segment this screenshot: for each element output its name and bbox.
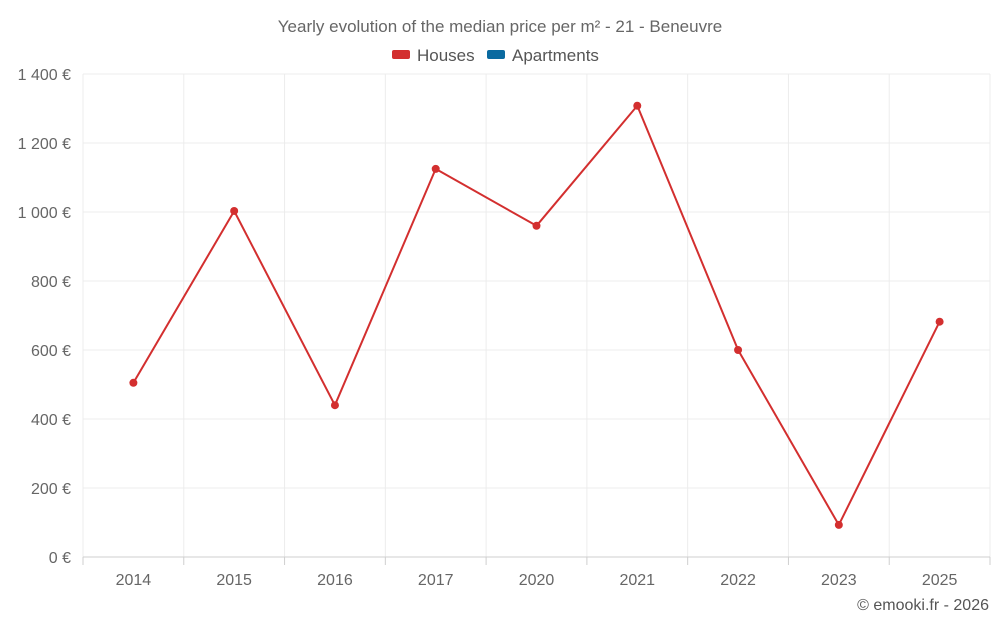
data-point-houses[interactable] bbox=[532, 221, 541, 230]
y-tick-label: 1 000 € bbox=[18, 205, 71, 222]
series-line-houses bbox=[132, 104, 941, 526]
data-point-houses[interactable] bbox=[230, 206, 239, 215]
x-tick-label: 2017 bbox=[418, 572, 454, 589]
legend-label-houses: Houses bbox=[417, 46, 475, 65]
x-tick-label: 2014 bbox=[116, 572, 152, 589]
data-point-houses[interactable] bbox=[935, 317, 944, 326]
data-point-houses[interactable] bbox=[834, 520, 843, 529]
series-layer bbox=[129, 101, 944, 529]
grid bbox=[82, 73, 991, 557]
y-tick-label: 1 400 € bbox=[18, 67, 71, 84]
y-tick-label: 400 € bbox=[31, 412, 71, 429]
legend-item-apartments[interactable]: Apartments bbox=[487, 46, 599, 65]
credit-text: © emooki.fr - 2026 bbox=[857, 597, 989, 614]
x-tick-label: 2023 bbox=[821, 572, 857, 589]
legend-label-apartments: Apartments bbox=[512, 46, 599, 65]
y-tick-label: 600 € bbox=[31, 343, 71, 360]
legend-item-houses[interactable]: Houses bbox=[392, 46, 475, 65]
data-point-houses[interactable] bbox=[129, 378, 138, 387]
x-tick-label: 2016 bbox=[317, 572, 353, 589]
legend-swatch-apartments bbox=[487, 50, 505, 59]
data-point-houses[interactable] bbox=[431, 164, 440, 173]
y-tick-label: 1 200 € bbox=[18, 136, 71, 153]
data-point-houses[interactable] bbox=[633, 101, 642, 110]
data-point-houses[interactable] bbox=[734, 346, 743, 354]
y-tick-label: 800 € bbox=[31, 274, 71, 291]
legend[interactable]: Houses Apartments bbox=[392, 46, 599, 65]
data-point-houses[interactable] bbox=[330, 401, 339, 410]
x-tick-label: 2025 bbox=[922, 572, 958, 589]
x-tick-label: 2021 bbox=[619, 572, 655, 589]
legend-swatch-houses bbox=[392, 50, 410, 59]
x-tick-label: 2015 bbox=[216, 572, 252, 589]
x-tick-label: 2022 bbox=[720, 572, 756, 589]
y-tick-label: 200 € bbox=[31, 481, 71, 498]
x-tick-label: 2020 bbox=[519, 572, 555, 589]
chart-title: Yearly evolution of the median price per… bbox=[278, 17, 722, 36]
axes: 0 € 200 € 400 € 600 € 800 € 1 000 € 1 200 € 1 4… bbox=[18, 67, 991, 589]
y-tick-label: 0 € bbox=[49, 550, 71, 567]
